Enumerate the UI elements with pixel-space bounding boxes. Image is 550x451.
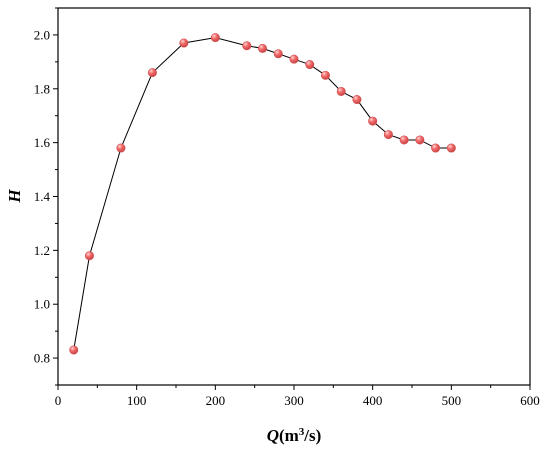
y-axis-title: H xyxy=(5,189,24,204)
data-point xyxy=(446,143,456,153)
data-point xyxy=(69,345,79,355)
x-axis-title: Q(m3/s) xyxy=(267,426,322,445)
x-axis-var: Q xyxy=(267,426,279,445)
data-point xyxy=(242,41,252,51)
x-tick-labels: 0 100 200 300 400 500 600 xyxy=(55,393,540,408)
data-point xyxy=(179,38,189,48)
y-tick-labels: 0.8 1.0 1.2 1.4 1.6 1.8 2.0 xyxy=(34,27,51,365)
y-tick-label: 0.8 xyxy=(34,351,50,366)
x-axis-unit-prefix: (m xyxy=(279,426,299,445)
data-point xyxy=(415,135,425,145)
x-axis-unit-sup: 3 xyxy=(299,426,305,438)
y-tick-label: 2.0 xyxy=(34,27,50,42)
y-tick-label: 1.4 xyxy=(34,189,51,204)
y-tick-label: 1.8 xyxy=(34,81,50,96)
y-tick-label: 1.6 xyxy=(34,135,51,150)
data-point xyxy=(399,135,409,145)
series-markers xyxy=(69,33,456,355)
data-point xyxy=(336,86,346,96)
data-point xyxy=(305,60,315,70)
x-tick-label: 400 xyxy=(363,393,383,408)
x-tick-label: 500 xyxy=(442,393,462,408)
x-tick-label: 600 xyxy=(520,393,540,408)
x-tick-label: 300 xyxy=(284,393,304,408)
plot-frame xyxy=(57,7,531,386)
data-point xyxy=(116,143,126,153)
data-point xyxy=(147,68,157,78)
data-point xyxy=(368,116,378,126)
x-tick-label: 0 xyxy=(55,393,62,408)
data-point xyxy=(289,54,299,64)
data-point xyxy=(383,130,393,140)
series-line xyxy=(73,37,452,351)
x-tick-label: 200 xyxy=(206,393,226,408)
data-point xyxy=(273,49,283,59)
data-point xyxy=(258,43,268,53)
x-tick-label: 100 xyxy=(127,393,147,408)
data-point xyxy=(84,251,94,261)
data-point xyxy=(210,33,220,43)
data-point xyxy=(352,95,362,105)
y-tick-label: 1.0 xyxy=(34,297,50,312)
axis-ticks xyxy=(53,7,531,390)
data-point xyxy=(431,143,441,153)
data-point xyxy=(320,70,330,80)
y-tick-label: 1.2 xyxy=(34,243,50,258)
x-axis-unit-suffix: /s) xyxy=(303,426,321,445)
